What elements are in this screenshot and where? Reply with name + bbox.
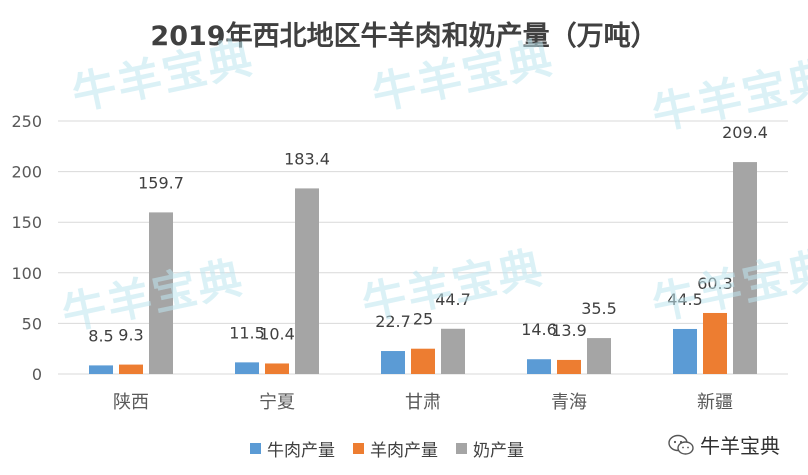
- legend-label: 奶产量: [473, 441, 524, 461]
- y-tick-label: 150: [11, 213, 42, 232]
- legend-item: 羊肉产量: [353, 436, 438, 461]
- data-label: 11.5: [229, 323, 265, 342]
- wechat-icon: [668, 434, 694, 455]
- chart-legend: 牛肉产量 羊肉产量 奶产量: [250, 436, 524, 461]
- y-tick-label: 50: [22, 314, 42, 333]
- legend-swatch: [456, 443, 467, 454]
- data-label: 10.4: [259, 324, 295, 343]
- legend-label: 羊肉产量: [370, 441, 438, 461]
- x-category-label: 青海: [551, 392, 587, 413]
- data-label: 209.4: [722, 123, 768, 142]
- bar: [441, 328, 465, 374]
- data-label: 44.5: [667, 290, 703, 309]
- bar: [733, 162, 757, 374]
- x-category-label: 宁夏: [259, 392, 295, 413]
- y-tick-label: 0: [32, 365, 42, 384]
- data-label: 35.5: [581, 299, 617, 318]
- bar: [673, 328, 697, 374]
- data-label: 14.6: [521, 320, 557, 339]
- brand-label: 牛羊宝典: [700, 434, 780, 458]
- legend-item: 牛肉产量: [250, 436, 335, 461]
- data-label: 159.7: [138, 173, 184, 192]
- legend-swatch: [250, 443, 261, 454]
- bar: [527, 359, 551, 374]
- bar: [265, 363, 289, 374]
- bar: [295, 188, 319, 374]
- bar: [557, 359, 581, 374]
- y-tick-label: 250: [11, 112, 42, 131]
- brand-logo: 牛羊宝典: [668, 430, 780, 459]
- data-label: 44.7: [435, 290, 471, 309]
- data-label: 60.3: [697, 274, 733, 293]
- bar: [119, 364, 143, 374]
- legend-swatch: [353, 443, 364, 454]
- y-tick-label: 100: [11, 264, 42, 283]
- y-tick-label: 200: [11, 163, 42, 182]
- x-category-label: 陕西: [113, 392, 149, 413]
- x-category-label: 甘肃: [405, 392, 441, 413]
- data-label: 13.9: [551, 321, 587, 340]
- data-label: 22.7: [375, 312, 411, 331]
- bar: [235, 362, 259, 374]
- bar: [381, 351, 405, 374]
- bar: [149, 212, 173, 374]
- data-label: 183.4: [284, 149, 330, 168]
- legend-item: 奶产量: [456, 436, 524, 461]
- legend-label: 牛肉产量: [267, 441, 335, 461]
- data-label: 8.5: [88, 326, 113, 345]
- x-category-label: 新疆: [697, 392, 733, 413]
- data-label: 9.3: [118, 326, 143, 345]
- chart-title: 2019年西北地区牛羊肉和奶产量（万吨）: [150, 21, 658, 52]
- bar: [587, 338, 611, 374]
- bar: [703, 312, 727, 374]
- bar: [89, 365, 113, 374]
- data-label: 25: [413, 310, 433, 329]
- bar: [411, 348, 435, 374]
